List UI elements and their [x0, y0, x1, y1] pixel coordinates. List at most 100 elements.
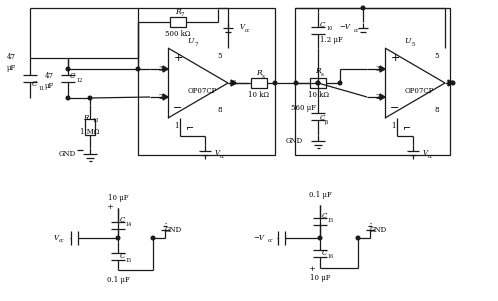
Text: C: C	[322, 213, 327, 221]
Text: 6: 6	[232, 79, 236, 87]
Text: 5: 5	[435, 52, 439, 60]
Text: C: C	[320, 21, 325, 29]
Bar	[310, 78, 326, 88]
Text: 2: 2	[376, 93, 380, 101]
Text: +: +	[173, 53, 183, 63]
Text: 1.2 μF: 1.2 μF	[320, 36, 343, 44]
Text: V: V	[422, 149, 427, 157]
Bar	[251, 78, 267, 88]
Text: cc: cc	[220, 154, 226, 159]
Circle shape	[316, 81, 320, 85]
Text: β: β	[325, 120, 328, 125]
Text: 10: 10	[326, 26, 332, 32]
Text: μF: μF	[7, 64, 16, 72]
Text: 10 μF: 10 μF	[310, 274, 330, 282]
Text: s: s	[321, 72, 323, 76]
Text: 560 μF: 560 μF	[291, 104, 316, 113]
Circle shape	[361, 6, 365, 10]
Text: 500 kΩ: 500 kΩ	[165, 30, 191, 38]
Text: 15: 15	[327, 218, 333, 223]
Text: GND: GND	[286, 137, 303, 145]
Text: C: C	[32, 80, 37, 88]
Bar	[295, 8, 450, 155]
Circle shape	[451, 81, 455, 85]
Text: 12: 12	[76, 77, 82, 82]
Text: C: C	[70, 72, 75, 80]
Text: 47: 47	[45, 72, 54, 80]
Text: 10 kΩ: 10 kΩ	[307, 91, 329, 99]
Text: 1 MΩ: 1 MΩ	[80, 128, 100, 135]
Circle shape	[116, 236, 120, 240]
Text: C: C	[120, 252, 125, 260]
Text: 6: 6	[449, 79, 453, 87]
Text: C: C	[320, 114, 325, 123]
Polygon shape	[231, 80, 236, 86]
Text: R: R	[175, 8, 181, 16]
Polygon shape	[380, 66, 385, 72]
Bar	[170, 17, 186, 27]
Circle shape	[88, 96, 92, 100]
Text: 5: 5	[218, 52, 222, 60]
Polygon shape	[448, 80, 453, 86]
Text: 11: 11	[38, 85, 44, 91]
Circle shape	[136, 67, 140, 71]
Circle shape	[66, 67, 70, 71]
Text: +: +	[107, 203, 114, 211]
Text: −: −	[390, 103, 400, 113]
Text: 7: 7	[194, 42, 198, 46]
Text: GND: GND	[59, 150, 76, 158]
Text: μF: μF	[45, 82, 54, 90]
Circle shape	[316, 81, 320, 85]
Circle shape	[318, 236, 322, 240]
Text: R: R	[315, 67, 321, 75]
Text: 7: 7	[180, 13, 184, 17]
Text: 8: 8	[218, 106, 222, 114]
Text: 1: 1	[174, 122, 178, 130]
Text: 10 kΩ: 10 kΩ	[249, 91, 269, 99]
Text: 10: 10	[92, 118, 99, 123]
Text: C: C	[322, 249, 327, 257]
Text: V: V	[215, 149, 220, 157]
Text: ⌐: ⌐	[403, 123, 411, 132]
Polygon shape	[163, 66, 168, 72]
Text: cc: cc	[354, 27, 360, 33]
Text: 14: 14	[125, 222, 131, 226]
Text: 0.1 μF: 0.1 μF	[309, 191, 331, 199]
Text: cc: cc	[268, 238, 274, 244]
Circle shape	[273, 81, 277, 85]
Text: 8: 8	[435, 106, 439, 114]
Bar	[85, 119, 95, 135]
Polygon shape	[163, 94, 168, 100]
Text: R: R	[83, 113, 88, 122]
Text: U: U	[404, 37, 410, 45]
Text: 1: 1	[391, 122, 395, 130]
Text: V: V	[53, 234, 58, 242]
Text: −: −	[173, 103, 183, 113]
Bar	[138, 8, 275, 155]
Text: 3: 3	[159, 65, 163, 73]
Text: V: V	[240, 23, 245, 31]
Text: U: U	[187, 37, 193, 45]
Text: +: +	[309, 265, 315, 273]
Text: 5: 5	[411, 42, 415, 46]
Text: cc: cc	[245, 27, 251, 33]
Polygon shape	[380, 94, 385, 100]
Text: 2: 2	[159, 93, 163, 101]
Text: −V: −V	[253, 234, 264, 242]
Circle shape	[151, 236, 155, 240]
Circle shape	[66, 96, 70, 100]
Text: 10 μF: 10 μF	[108, 194, 128, 202]
Text: R: R	[256, 69, 262, 77]
Text: 15: 15	[125, 257, 131, 262]
Text: 0.1 μF: 0.1 μF	[107, 276, 129, 284]
Circle shape	[294, 81, 298, 85]
Circle shape	[356, 236, 360, 240]
Text: OP07CP: OP07CP	[187, 87, 217, 95]
Text: 3: 3	[376, 65, 380, 73]
Text: 16: 16	[327, 255, 333, 259]
Text: C: C	[120, 216, 125, 224]
Text: cc: cc	[428, 154, 434, 159]
Circle shape	[338, 81, 342, 85]
Text: +: +	[390, 53, 400, 63]
Text: 47: 47	[7, 53, 16, 61]
